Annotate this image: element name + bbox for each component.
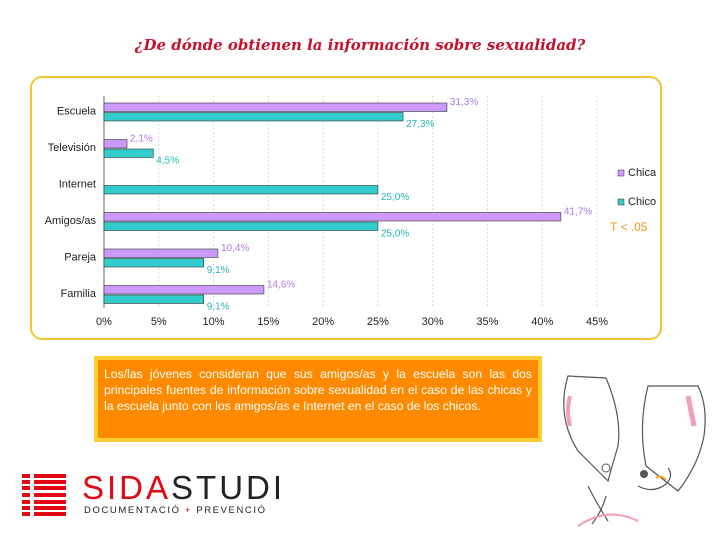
category-label: Televisión (48, 142, 96, 154)
category-label: Internet (59, 179, 96, 191)
bar-chico (103, 294, 204, 304)
x-tick-label: 5% (151, 316, 167, 328)
bar-chart: 0% 5% 10% 15% 20% 25% 30% 35% 40% 45% Escuela 31,3%… (45, 96, 657, 328)
bar-chico (103, 148, 154, 158)
bar-chico (103, 112, 404, 122)
sidastudi-logo: SIDASTUDI DOCUMENTACIÓ + PREVENCIÓ (22, 470, 282, 520)
data-label: 14,6% (267, 280, 295, 291)
x-tick-label: 10% (203, 316, 225, 328)
bar-chica (103, 285, 265, 295)
x-tick-label: 20% (312, 316, 334, 328)
x-tick-label: 45% (586, 316, 608, 328)
x-tick-label: 30% (422, 316, 444, 328)
bar-chico (103, 221, 379, 231)
legend-swatch-chica (617, 169, 625, 177)
x-tick-label: 0% (96, 316, 112, 328)
category-label: Amigos/as (45, 215, 97, 227)
data-label: 9,1% (207, 265, 230, 276)
bar-chica (103, 102, 448, 112)
data-label: 41,7% (564, 207, 592, 218)
logo-mark-icon (22, 474, 66, 516)
data-label: 10,4% (221, 243, 249, 254)
x-tick-label: 15% (257, 316, 279, 328)
bar-chico (103, 185, 379, 195)
data-label: 25,0% (381, 192, 409, 203)
data-label: 2,1% (130, 134, 153, 145)
data-label: 25,0% (381, 229, 409, 240)
logo-tagline: DOCUMENTACIÓ + PREVENCIÓ (84, 505, 267, 516)
category-label: Escuela (57, 106, 97, 118)
bar-chica (103, 248, 219, 258)
legend-label: Chico (628, 196, 656, 208)
x-tick-label: 35% (476, 316, 498, 328)
slide-title: ¿De dónde obtienen la información sobre … (134, 36, 586, 54)
data-label: 9,1% (207, 302, 230, 313)
summary-text-box: Los/las jóvenes consideran que sus amigo… (94, 356, 542, 442)
logo-brand: SIDASTUDI (82, 469, 286, 506)
x-tick-label: 25% (367, 316, 389, 328)
significance-note: T < .05 (610, 220, 648, 234)
bar-chico (103, 258, 204, 268)
x-tick-label: 40% (531, 316, 553, 328)
bar-chica (103, 139, 128, 149)
bar-chica (103, 212, 562, 222)
category-label: Familia (61, 288, 97, 300)
glass-couple-illustration (563, 375, 706, 527)
data-label: 31,3% (450, 97, 478, 108)
legend-swatch-chico (617, 198, 625, 206)
data-label: 4,5% (156, 156, 179, 167)
category-label: Pareja (64, 252, 97, 264)
data-label: 27,3% (406, 119, 434, 130)
legend-label: Chica (628, 167, 657, 179)
